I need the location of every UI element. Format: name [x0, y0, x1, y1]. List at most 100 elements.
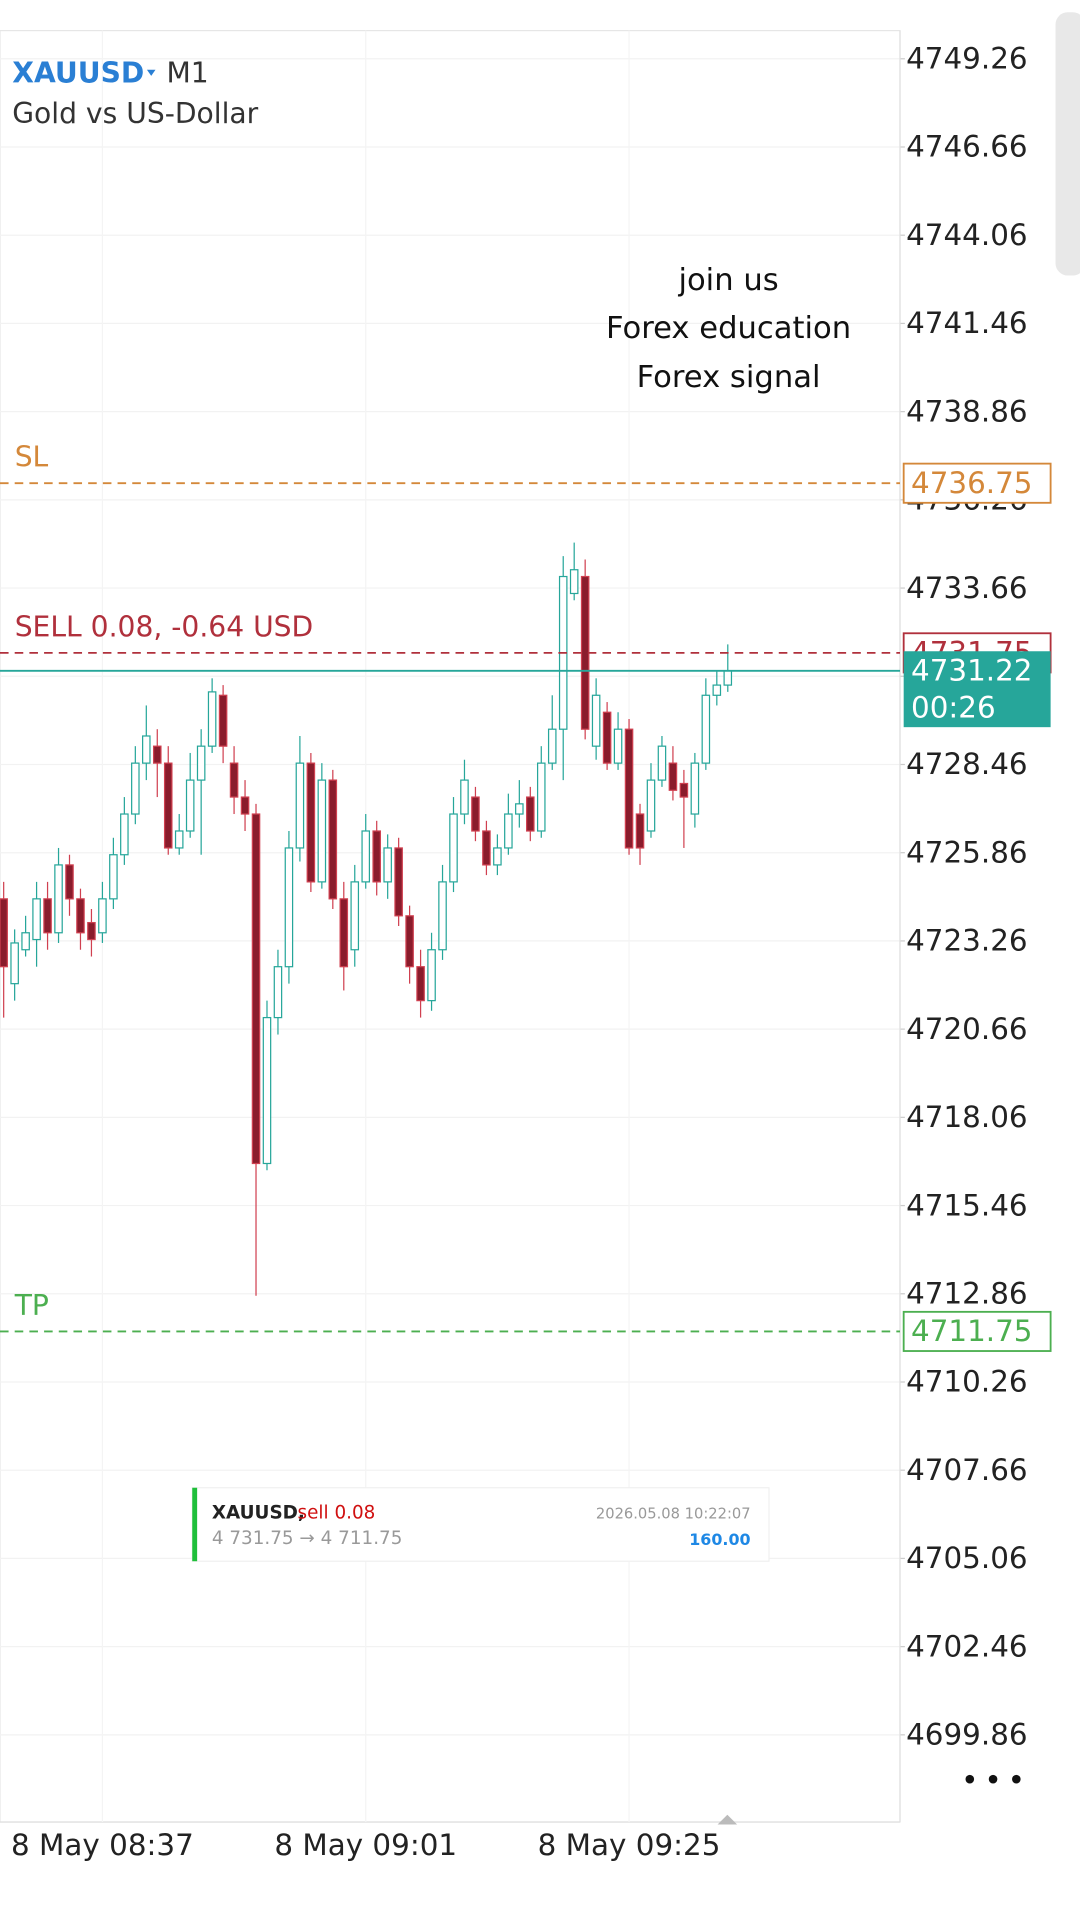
candle-body: [416, 966, 425, 1002]
level-name: TP: [14, 1289, 49, 1322]
y-tick-label: 4702.46: [906, 1629, 1027, 1663]
candle-body: [163, 762, 173, 849]
trade-box[interactable]: XAUUSD, sell 0.08 2026.05.08 10:22:07 4 …: [191, 1487, 770, 1562]
current-price-tag: [903, 651, 1051, 728]
x-tick-label: 8 May 08:37: [11, 1828, 194, 1862]
y-tick-label: 4707.66: [906, 1453, 1027, 1487]
candle-body: [152, 745, 162, 764]
trade-profit: 160.00: [689, 1530, 750, 1549]
candle-body: [580, 575, 590, 730]
y-tick-label: 4705.06: [906, 1541, 1027, 1575]
x-tick-label: 8 May 09:25: [538, 1828, 721, 1862]
candle-body: [690, 762, 700, 815]
candle-body: [449, 813, 458, 883]
candle-body: [10, 942, 19, 985]
candle-body: [0, 898, 8, 968]
candle-body: [460, 779, 469, 815]
y-tick-label: 4746.66: [906, 130, 1027, 164]
scroll-arrow[interactable]: [717, 1814, 738, 1825]
y-tick-label: 4710.26: [906, 1365, 1027, 1399]
candle-body: [394, 847, 403, 917]
candle-body: [668, 762, 678, 791]
level-price: 4736.75: [911, 466, 1032, 500]
trade-route: 4 731.75 → 4 711.75: [212, 1528, 403, 1549]
dot: [988, 1774, 998, 1784]
y-tick-label: 4741.46: [906, 306, 1027, 340]
candle-body: [350, 881, 360, 951]
candle-body: [317, 779, 327, 883]
candle-body: [328, 779, 338, 900]
candle-body: [536, 762, 546, 832]
candle-body: [185, 779, 195, 832]
y-tick-label: 4718.06: [906, 1100, 1027, 1134]
more-menu[interactable]: [965, 1774, 1021, 1784]
symbol[interactable]: XAUUSD: [12, 57, 144, 90]
candle-body: [372, 830, 381, 883]
dot: [965, 1774, 975, 1784]
candle-body: [295, 762, 305, 849]
candle-body: [98, 898, 107, 934]
countdown: 00:26: [911, 690, 996, 724]
candle-body: [229, 762, 239, 798]
grid: 4749.264746.664744.064741.464738.864736.…: [0, 30, 1028, 1862]
candle-body: [427, 949, 436, 1002]
candle-body: [361, 830, 371, 883]
annotation: join us: [677, 263, 778, 298]
level-tag: [902, 1310, 1052, 1352]
candle-body: [383, 847, 392, 883]
y-tick-label: 4723.26: [906, 924, 1027, 958]
y-tick-label: 4712.86: [906, 1276, 1027, 1310]
timeframe[interactable]: M1: [167, 57, 209, 90]
candle-body: [635, 813, 645, 849]
candle-body: [657, 745, 667, 781]
candle-body: [471, 796, 480, 832]
candle-body: [251, 813, 261, 1165]
candle-body: [723, 670, 733, 686]
candle-body: [569, 569, 579, 595]
candle-body: [591, 694, 601, 747]
candle-body: [273, 966, 283, 1019]
candle-body: [262, 1016, 272, 1165]
candle-body: [624, 728, 634, 849]
candle-body: [87, 921, 96, 941]
trade-time: 2026.05.08 10:22:07: [596, 1506, 751, 1523]
scroll-handle[interactable]: [1055, 12, 1080, 276]
y-tick-label: 4699.86: [906, 1718, 1027, 1752]
candle-body: [646, 779, 656, 832]
candle-body: [306, 762, 316, 883]
trade-box-bg: [191, 1487, 770, 1562]
candle-body: [240, 796, 250, 815]
level-name: SELL 0.08, -0.64 USD: [15, 610, 314, 643]
candle-body: [76, 898, 85, 934]
candle-body: [207, 691, 217, 747]
y-tick-label: 4715.46: [906, 1188, 1027, 1222]
y-tick-label: 4749.26: [906, 41, 1027, 75]
dot: [1012, 1774, 1021, 1784]
subtitle: Gold vs US-Dollar: [12, 97, 258, 130]
candle-body: [493, 847, 502, 866]
symbol-dropdown-arrow[interactable]: [146, 69, 156, 76]
y-tick-label: 4728.46: [906, 747, 1027, 781]
candle-body: [515, 803, 524, 815]
level-price: 4711.75: [911, 1314, 1032, 1348]
candle-body: [526, 796, 535, 832]
candle-body: [120, 813, 129, 856]
y-tick-label: 4725.86: [906, 835, 1027, 869]
trade-side: sell 0.08: [298, 1502, 376, 1523]
candles: [0, 542, 733, 1296]
candle-body: [405, 915, 414, 968]
candle-body: [21, 932, 30, 951]
candle-body: [131, 762, 140, 815]
candle-body: [65, 864, 74, 900]
candle-body: [196, 745, 206, 781]
trade-symbol: XAUUSD,: [212, 1502, 305, 1523]
candle-body: [339, 898, 349, 968]
x-tick-label: 8 May 09:01: [274, 1828, 457, 1862]
candle-body: [174, 830, 184, 849]
candle-body: [482, 830, 491, 866]
candle-body: [613, 728, 623, 764]
candle-body: [284, 847, 294, 968]
level-name: SL: [15, 441, 49, 474]
